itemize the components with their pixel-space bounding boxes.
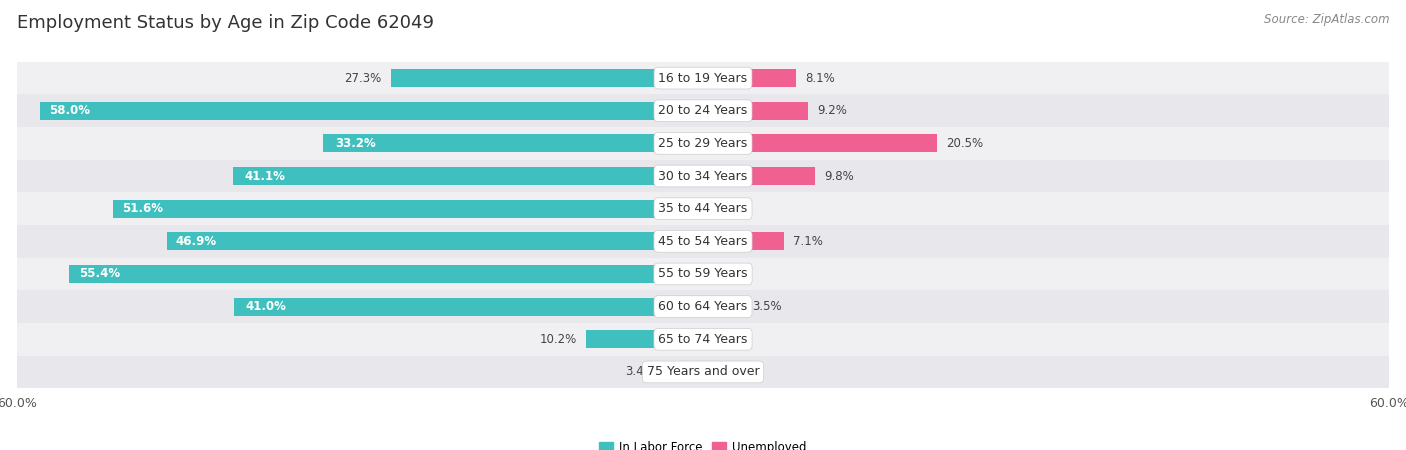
Text: 65 to 74 Years: 65 to 74 Years xyxy=(658,333,748,346)
Bar xyxy=(703,102,808,120)
Bar xyxy=(233,167,703,185)
Text: 0.0%: 0.0% xyxy=(713,333,742,346)
Bar xyxy=(17,356,1389,388)
Text: 46.9%: 46.9% xyxy=(176,235,217,248)
Bar xyxy=(703,232,785,250)
Bar xyxy=(17,62,1389,94)
Text: 30 to 34 Years: 30 to 34 Years xyxy=(658,170,748,183)
Text: 3.4%: 3.4% xyxy=(626,365,655,378)
Text: 55 to 59 Years: 55 to 59 Years xyxy=(658,267,748,280)
Text: 27.3%: 27.3% xyxy=(344,72,381,85)
Bar xyxy=(17,225,1389,258)
Text: 9.2%: 9.2% xyxy=(817,104,848,117)
Text: 20 to 24 Years: 20 to 24 Years xyxy=(658,104,748,117)
Bar xyxy=(167,232,703,250)
Text: 10.2%: 10.2% xyxy=(540,333,578,346)
Text: 7.1%: 7.1% xyxy=(793,235,824,248)
Text: 45 to 54 Years: 45 to 54 Years xyxy=(658,235,748,248)
Text: 41.0%: 41.0% xyxy=(246,300,287,313)
Text: 9.8%: 9.8% xyxy=(824,170,853,183)
Bar xyxy=(17,290,1389,323)
Bar xyxy=(703,69,796,87)
Bar xyxy=(703,297,742,315)
Text: 58.0%: 58.0% xyxy=(49,104,90,117)
Text: 35 to 44 Years: 35 to 44 Years xyxy=(658,202,748,215)
Bar xyxy=(17,94,1389,127)
Text: 0.0%: 0.0% xyxy=(713,202,742,215)
Text: 3.5%: 3.5% xyxy=(752,300,782,313)
Legend: In Labor Force, Unemployed: In Labor Force, Unemployed xyxy=(595,436,811,450)
Bar xyxy=(323,135,703,153)
Bar xyxy=(39,102,703,120)
Bar xyxy=(235,297,703,315)
Bar xyxy=(17,192,1389,225)
Bar xyxy=(17,323,1389,356)
Bar xyxy=(112,200,703,218)
Text: 33.2%: 33.2% xyxy=(335,137,375,150)
Text: 16 to 19 Years: 16 to 19 Years xyxy=(658,72,748,85)
Bar xyxy=(703,135,938,153)
Text: 60 to 64 Years: 60 to 64 Years xyxy=(658,300,748,313)
Text: 20.5%: 20.5% xyxy=(946,137,984,150)
Text: 75 Years and over: 75 Years and over xyxy=(647,365,759,378)
Bar xyxy=(17,160,1389,192)
Text: 55.4%: 55.4% xyxy=(79,267,120,280)
Bar xyxy=(391,69,703,87)
Bar xyxy=(17,127,1389,160)
Text: 8.1%: 8.1% xyxy=(804,72,835,85)
Bar xyxy=(69,265,703,283)
Text: 25 to 29 Years: 25 to 29 Years xyxy=(658,137,748,150)
Text: 0.0%: 0.0% xyxy=(713,365,742,378)
Text: 51.6%: 51.6% xyxy=(122,202,163,215)
Text: 0.0%: 0.0% xyxy=(713,267,742,280)
Bar xyxy=(586,330,703,348)
Text: Employment Status by Age in Zip Code 62049: Employment Status by Age in Zip Code 620… xyxy=(17,14,434,32)
Bar xyxy=(664,363,703,381)
Bar xyxy=(703,167,815,185)
Text: Source: ZipAtlas.com: Source: ZipAtlas.com xyxy=(1264,14,1389,27)
Text: 41.1%: 41.1% xyxy=(245,170,285,183)
Bar xyxy=(17,258,1389,290)
